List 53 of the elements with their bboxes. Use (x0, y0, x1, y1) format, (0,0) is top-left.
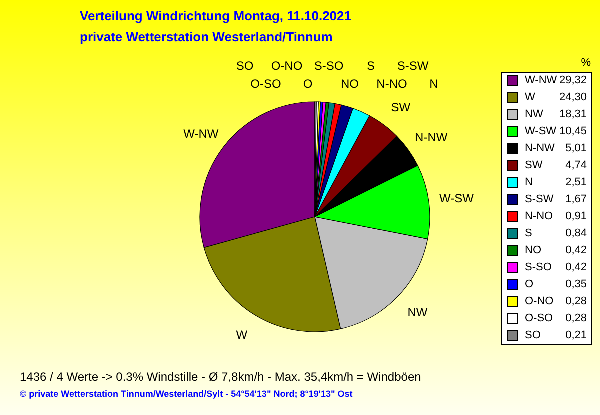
data-label: 2,51 (566, 176, 587, 188)
data-label: 0,28 (566, 296, 587, 308)
legend-label: N (525, 176, 533, 188)
legend-label: O-SO (525, 312, 554, 324)
legend-label: N-NW (525, 142, 556, 154)
data-label: 0,42 (566, 262, 587, 274)
category-label: SO (236, 59, 254, 73)
data-label: 0,91 (566, 210, 587, 222)
legend-label: SW (525, 160, 544, 172)
slice-label: O (303, 77, 313, 91)
text: © private Wetterstation Tinnum/Westerland/Sylt - 54°54'13" Nord; 8°19'13" Ost (20, 389, 354, 399)
category-label: N-NO (376, 77, 408, 91)
data-label: 1,67 (566, 194, 587, 206)
legend-title: % (581, 57, 592, 69)
data-label: 18,31 (559, 108, 587, 120)
category-label: O-NO (271, 59, 303, 73)
data-label: 0,21 (566, 330, 587, 342)
data-label: 0,42 (566, 244, 587, 256)
legend-label: S-SW (525, 194, 554, 206)
data-label: 24,30 (559, 92, 587, 104)
slice-label: W-SW (439, 192, 475, 206)
data-label: 29,32 (559, 74, 587, 86)
legend-label: W (525, 92, 536, 104)
text: 1436 / 4 Werte -> 0.3% Windstille - Ø 7,8km/h - Max. 35,4km/h = Windböen (20, 370, 422, 384)
slice-label: N-NW (415, 130, 448, 144)
slice-label: W (236, 328, 248, 342)
data-label: 5,01 (566, 142, 587, 154)
chart-title: Verteilung Windrichtung Montag, 11.10.2021 (80, 8, 352, 24)
legend-label: NO (525, 244, 542, 256)
slice-label: S-SO (314, 59, 344, 73)
legend-label: O (525, 278, 534, 290)
legend-label: W-NW (525, 74, 558, 86)
slice-label: NW (408, 305, 428, 320)
legend-label: O-NO (525, 296, 554, 308)
legend-label: W-SW (525, 126, 558, 138)
category-label: O-SO (250, 77, 282, 91)
data-label: 0,28 (566, 312, 587, 324)
data-label: 10,45 (559, 126, 587, 138)
legend-label: S (525, 228, 532, 240)
slice-label: W-NW (184, 127, 220, 142)
data-label: 4,74 (566, 160, 587, 172)
data-label: 0,35 (566, 278, 587, 290)
category-label: S (366, 59, 376, 73)
category-label: S-SW (397, 59, 429, 73)
chart-subtitle: private Wetterstation Westerland/Tinnum (80, 30, 333, 44)
category-label: N (430, 77, 438, 91)
data-label: 0,84 (566, 228, 587, 240)
slice-label: NO (341, 77, 359, 91)
legend-label: N-NO (525, 210, 554, 222)
slice-label: SW (391, 100, 412, 114)
legend-label: SO (525, 330, 542, 342)
legend-label: NW (525, 108, 544, 120)
legend-label: S-SO (525, 262, 552, 274)
